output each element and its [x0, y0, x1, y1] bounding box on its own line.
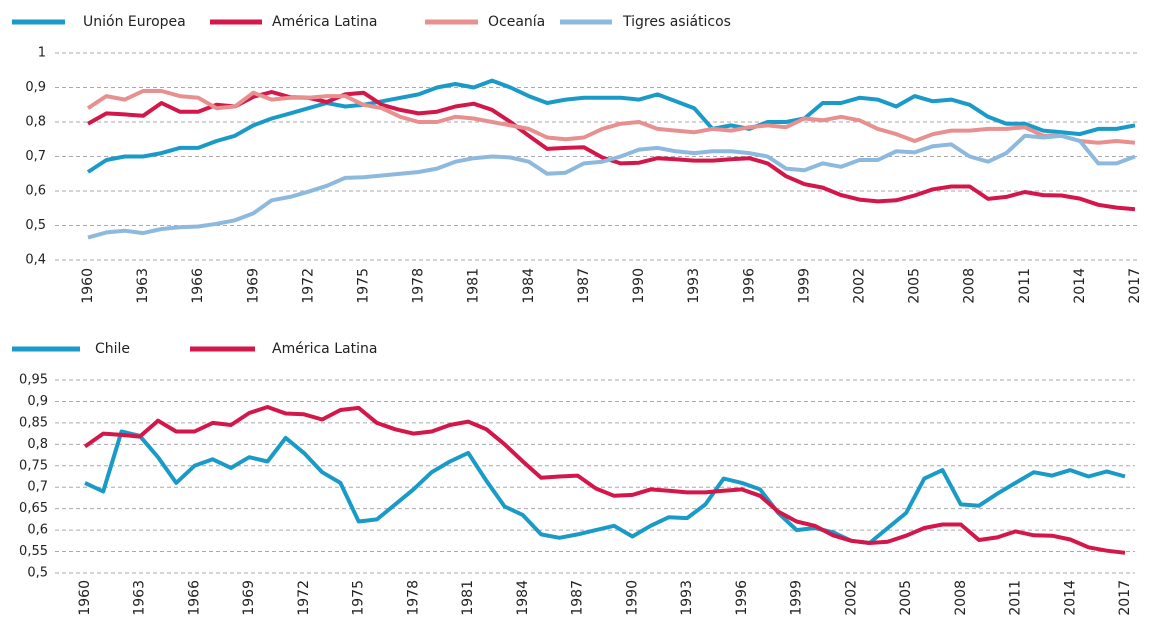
y-tick-label: 0,75 [19, 458, 48, 473]
y-tick-label: 0,5 [25, 218, 46, 233]
x-tick-label: 1996 [741, 268, 757, 304]
x-tick-label: 1975 [356, 268, 372, 304]
x-tick-label: 1999 [796, 268, 812, 304]
series-line [86, 89, 1136, 145]
x-tick-label: 2011 [1017, 268, 1033, 304]
x-tick-label: 1969 [245, 268, 261, 304]
y-tick-label: 0,9 [27, 394, 48, 409]
y-tick-label: 0,85 [19, 415, 48, 430]
x-tick-label: 1993 [686, 268, 702, 304]
x-tick-label: 2005 [898, 580, 914, 616]
x-tick-label: 1963 [132, 580, 148, 616]
x-tick-label: 1978 [405, 580, 421, 616]
y-tick-label: 0,55 [19, 544, 48, 559]
x-tick-label: 2005 [907, 268, 923, 304]
x-tick-label: 1972 [296, 580, 312, 616]
x-tick-label: 1960 [77, 580, 93, 616]
x-tick-label: 1981 [466, 268, 482, 304]
series-line [87, 133, 1136, 240]
x-tick-label: 1966 [186, 580, 202, 616]
x-tick-label: 2002 [851, 268, 867, 304]
x-tick-label: 1990 [624, 580, 640, 616]
y-tick-label: 0,5 [27, 566, 48, 581]
series-line [84, 429, 1126, 545]
x-tick-label: 2002 [843, 580, 859, 616]
x-tick-label: 1999 [789, 580, 805, 616]
x-tick-label: 1963 [135, 268, 151, 304]
x-tick-label: 1984 [521, 268, 537, 304]
y-tick-label: 0,6 [25, 184, 46, 199]
y-tick-label: 0,9 [25, 80, 46, 95]
x-tick-label: 1969 [241, 580, 257, 616]
y-tick-label: 0,6 [27, 523, 48, 538]
legend-label: América Latina [272, 14, 377, 30]
x-tick-label: 1960 [80, 268, 96, 304]
legend-label: Tigres asiáticos [622, 14, 731, 30]
y-tick-label: 0,7 [27, 480, 48, 495]
x-tick-label: 1978 [411, 268, 427, 304]
y-tick-label: 0,95 [19, 373, 48, 388]
y-tick-label: 0,8 [27, 437, 48, 452]
x-tick-label: 1972 [300, 268, 316, 304]
x-tick-label: 1987 [576, 268, 592, 304]
y-tick-label: 0,8 [25, 115, 46, 130]
x-tick-label: 2017 [1127, 268, 1143, 304]
legend-label: Chile [95, 341, 130, 357]
x-tick-label: 2017 [1117, 580, 1133, 616]
legend-label: Unión Europea [83, 14, 186, 30]
x-tick-label: 1987 [570, 580, 586, 616]
x-tick-label: 1966 [190, 268, 206, 304]
y-tick-label: 0,4 [25, 253, 46, 268]
x-tick-label: 1996 [734, 580, 750, 616]
x-tick-label: 2008 [953, 580, 969, 616]
series-line [86, 78, 1136, 174]
y-tick-label: 0,7 [25, 149, 46, 164]
x-tick-label: 2014 [1062, 580, 1078, 616]
x-tick-label: 2011 [1008, 580, 1024, 616]
legend-label: Oceanía [488, 14, 545, 30]
x-tick-label: 2014 [1072, 268, 1088, 304]
y-tick-label: 0,65 [19, 501, 48, 516]
x-tick-label: 1990 [631, 268, 647, 304]
x-tick-label: 1975 [351, 580, 367, 616]
series-line [83, 405, 1126, 555]
y-tick-label: 1 [38, 46, 46, 61]
x-tick-label: 2008 [962, 268, 978, 304]
legend-label: América Latina [272, 341, 377, 357]
x-tick-label: 1981 [460, 580, 476, 616]
x-tick-label: 1984 [515, 580, 531, 616]
x-tick-label: 1993 [679, 580, 695, 616]
